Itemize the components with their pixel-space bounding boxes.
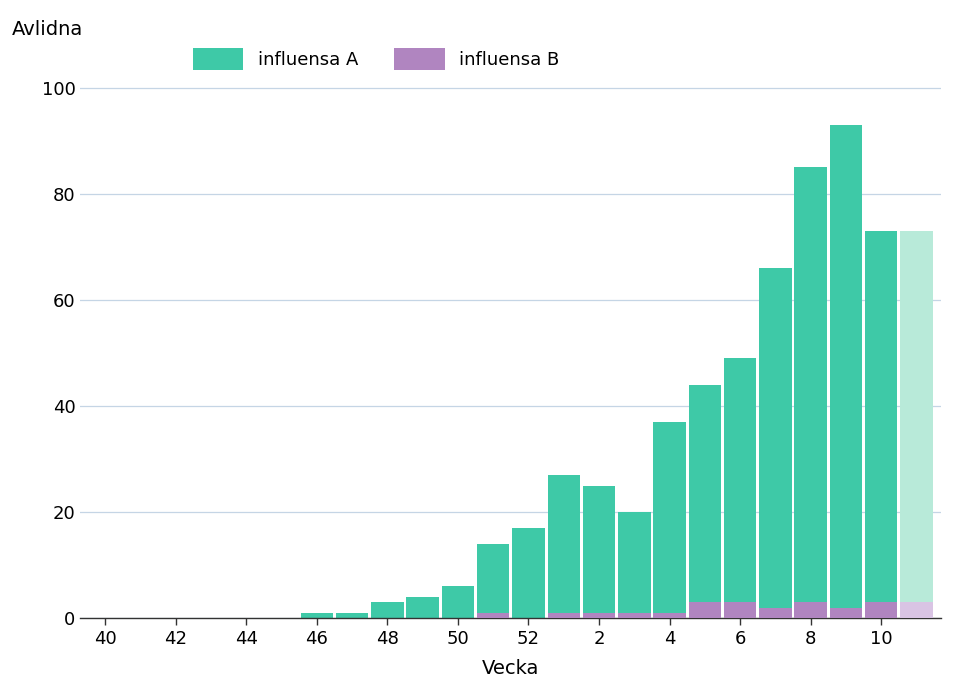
Bar	[617, 512, 650, 618]
Text: Avlidna: Avlidna	[12, 20, 83, 39]
Bar	[828, 125, 861, 618]
Bar	[477, 544, 509, 618]
Bar	[300, 613, 333, 618]
Bar	[406, 597, 438, 618]
Bar	[828, 607, 861, 618]
Bar	[617, 613, 650, 618]
X-axis label: Vecka: Vecka	[481, 659, 539, 678]
Bar	[547, 613, 579, 618]
Bar	[794, 168, 826, 618]
Bar	[899, 603, 932, 618]
Bar	[582, 613, 615, 618]
Bar	[371, 603, 404, 618]
Bar	[794, 603, 826, 618]
Legend: influensa A, influensa B: influensa A, influensa B	[192, 48, 559, 70]
Bar	[335, 613, 368, 618]
Bar	[864, 603, 897, 618]
Bar	[441, 586, 474, 618]
Bar	[688, 385, 721, 618]
Bar	[758, 607, 791, 618]
Bar	[511, 528, 544, 618]
Bar	[653, 422, 685, 618]
Bar	[723, 603, 755, 618]
Bar	[899, 231, 932, 618]
Bar	[758, 268, 791, 618]
Bar	[547, 475, 579, 618]
Bar	[653, 613, 685, 618]
Bar	[477, 613, 509, 618]
Bar	[864, 231, 897, 618]
Bar	[688, 603, 721, 618]
Bar	[723, 359, 755, 618]
Bar	[582, 486, 615, 618]
